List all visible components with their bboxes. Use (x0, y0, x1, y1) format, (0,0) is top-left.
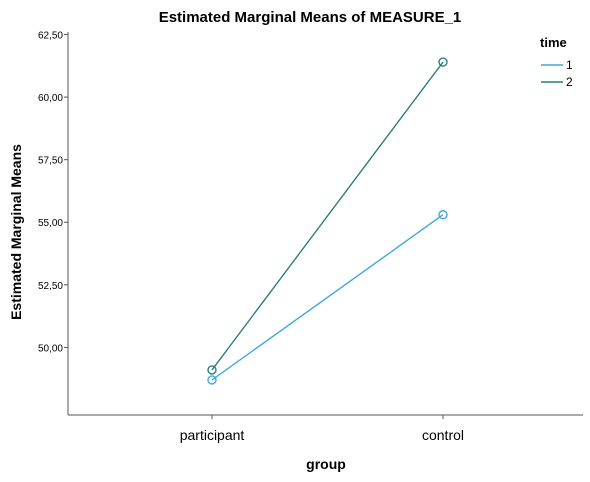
y-tick-label: 52,50 (38, 281, 63, 292)
series-line-2 (211, 61, 444, 371)
series-line-1 (211, 214, 444, 381)
legend-label: 1 (566, 58, 573, 72)
y-tick-label: 60,00 (38, 93, 63, 104)
plot-frame (67, 32, 583, 416)
legend-label: 2 (566, 75, 573, 89)
y-tick-label: 50,00 (38, 343, 63, 354)
data-point (438, 210, 448, 220)
data-point (207, 365, 217, 375)
y-tick-label: 57,50 (38, 156, 63, 167)
x-tick-label: control (422, 427, 464, 443)
y-ticks: 50,00 52,50 55,00 57,50 60,00 62,50 (38, 31, 68, 354)
series-layer (207, 57, 448, 385)
x-axis-label: group (306, 456, 346, 472)
legend: time 1 2 (540, 35, 573, 89)
y-axis-label: Estimated Marginal Means (8, 144, 24, 320)
x-tick-label: participant (180, 427, 245, 443)
data-point (438, 57, 448, 67)
chart-title: Estimated Marginal Means of MEASURE_1 (159, 9, 462, 26)
legend-title: time (540, 35, 567, 50)
y-tick-label: 55,00 (38, 218, 63, 229)
x-categories: participant control (180, 415, 464, 443)
data-point (207, 375, 217, 385)
y-tick-label: 62,50 (38, 31, 63, 42)
